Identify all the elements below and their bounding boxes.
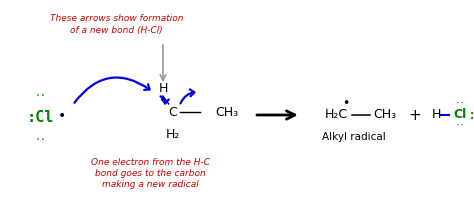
Text: ··: ··	[35, 135, 46, 145]
Text: of a new bond (H-Cl): of a new bond (H-Cl)	[70, 26, 163, 35]
Text: ··: ··	[456, 99, 466, 109]
Text: C: C	[168, 105, 177, 119]
Text: :Cl: :Cl	[27, 110, 55, 125]
Text: ··: ··	[456, 121, 466, 130]
Text: making a new radical: making a new radical	[102, 180, 199, 189]
Text: H₂C: H₂C	[325, 109, 348, 121]
Text: H: H	[158, 82, 168, 94]
Text: bond goes to the carbon: bond goes to the carbon	[95, 169, 206, 178]
Text: •: •	[58, 109, 66, 123]
Text: CH₃: CH₃	[215, 105, 238, 119]
Text: +: +	[409, 108, 421, 123]
Text: One electron from the H-C: One electron from the H-C	[91, 158, 210, 167]
Text: ··: ··	[35, 91, 46, 101]
Text: Alkyl radical: Alkyl radical	[322, 132, 386, 142]
Text: H: H	[432, 109, 441, 121]
Text: Cl: Cl	[453, 109, 466, 121]
Text: H₂: H₂	[165, 129, 180, 141]
Text: •: •	[343, 97, 350, 109]
Text: CH₃: CH₃	[374, 109, 397, 121]
Text: :: :	[468, 108, 474, 122]
Text: These arrows show formation: These arrows show formation	[50, 14, 183, 23]
